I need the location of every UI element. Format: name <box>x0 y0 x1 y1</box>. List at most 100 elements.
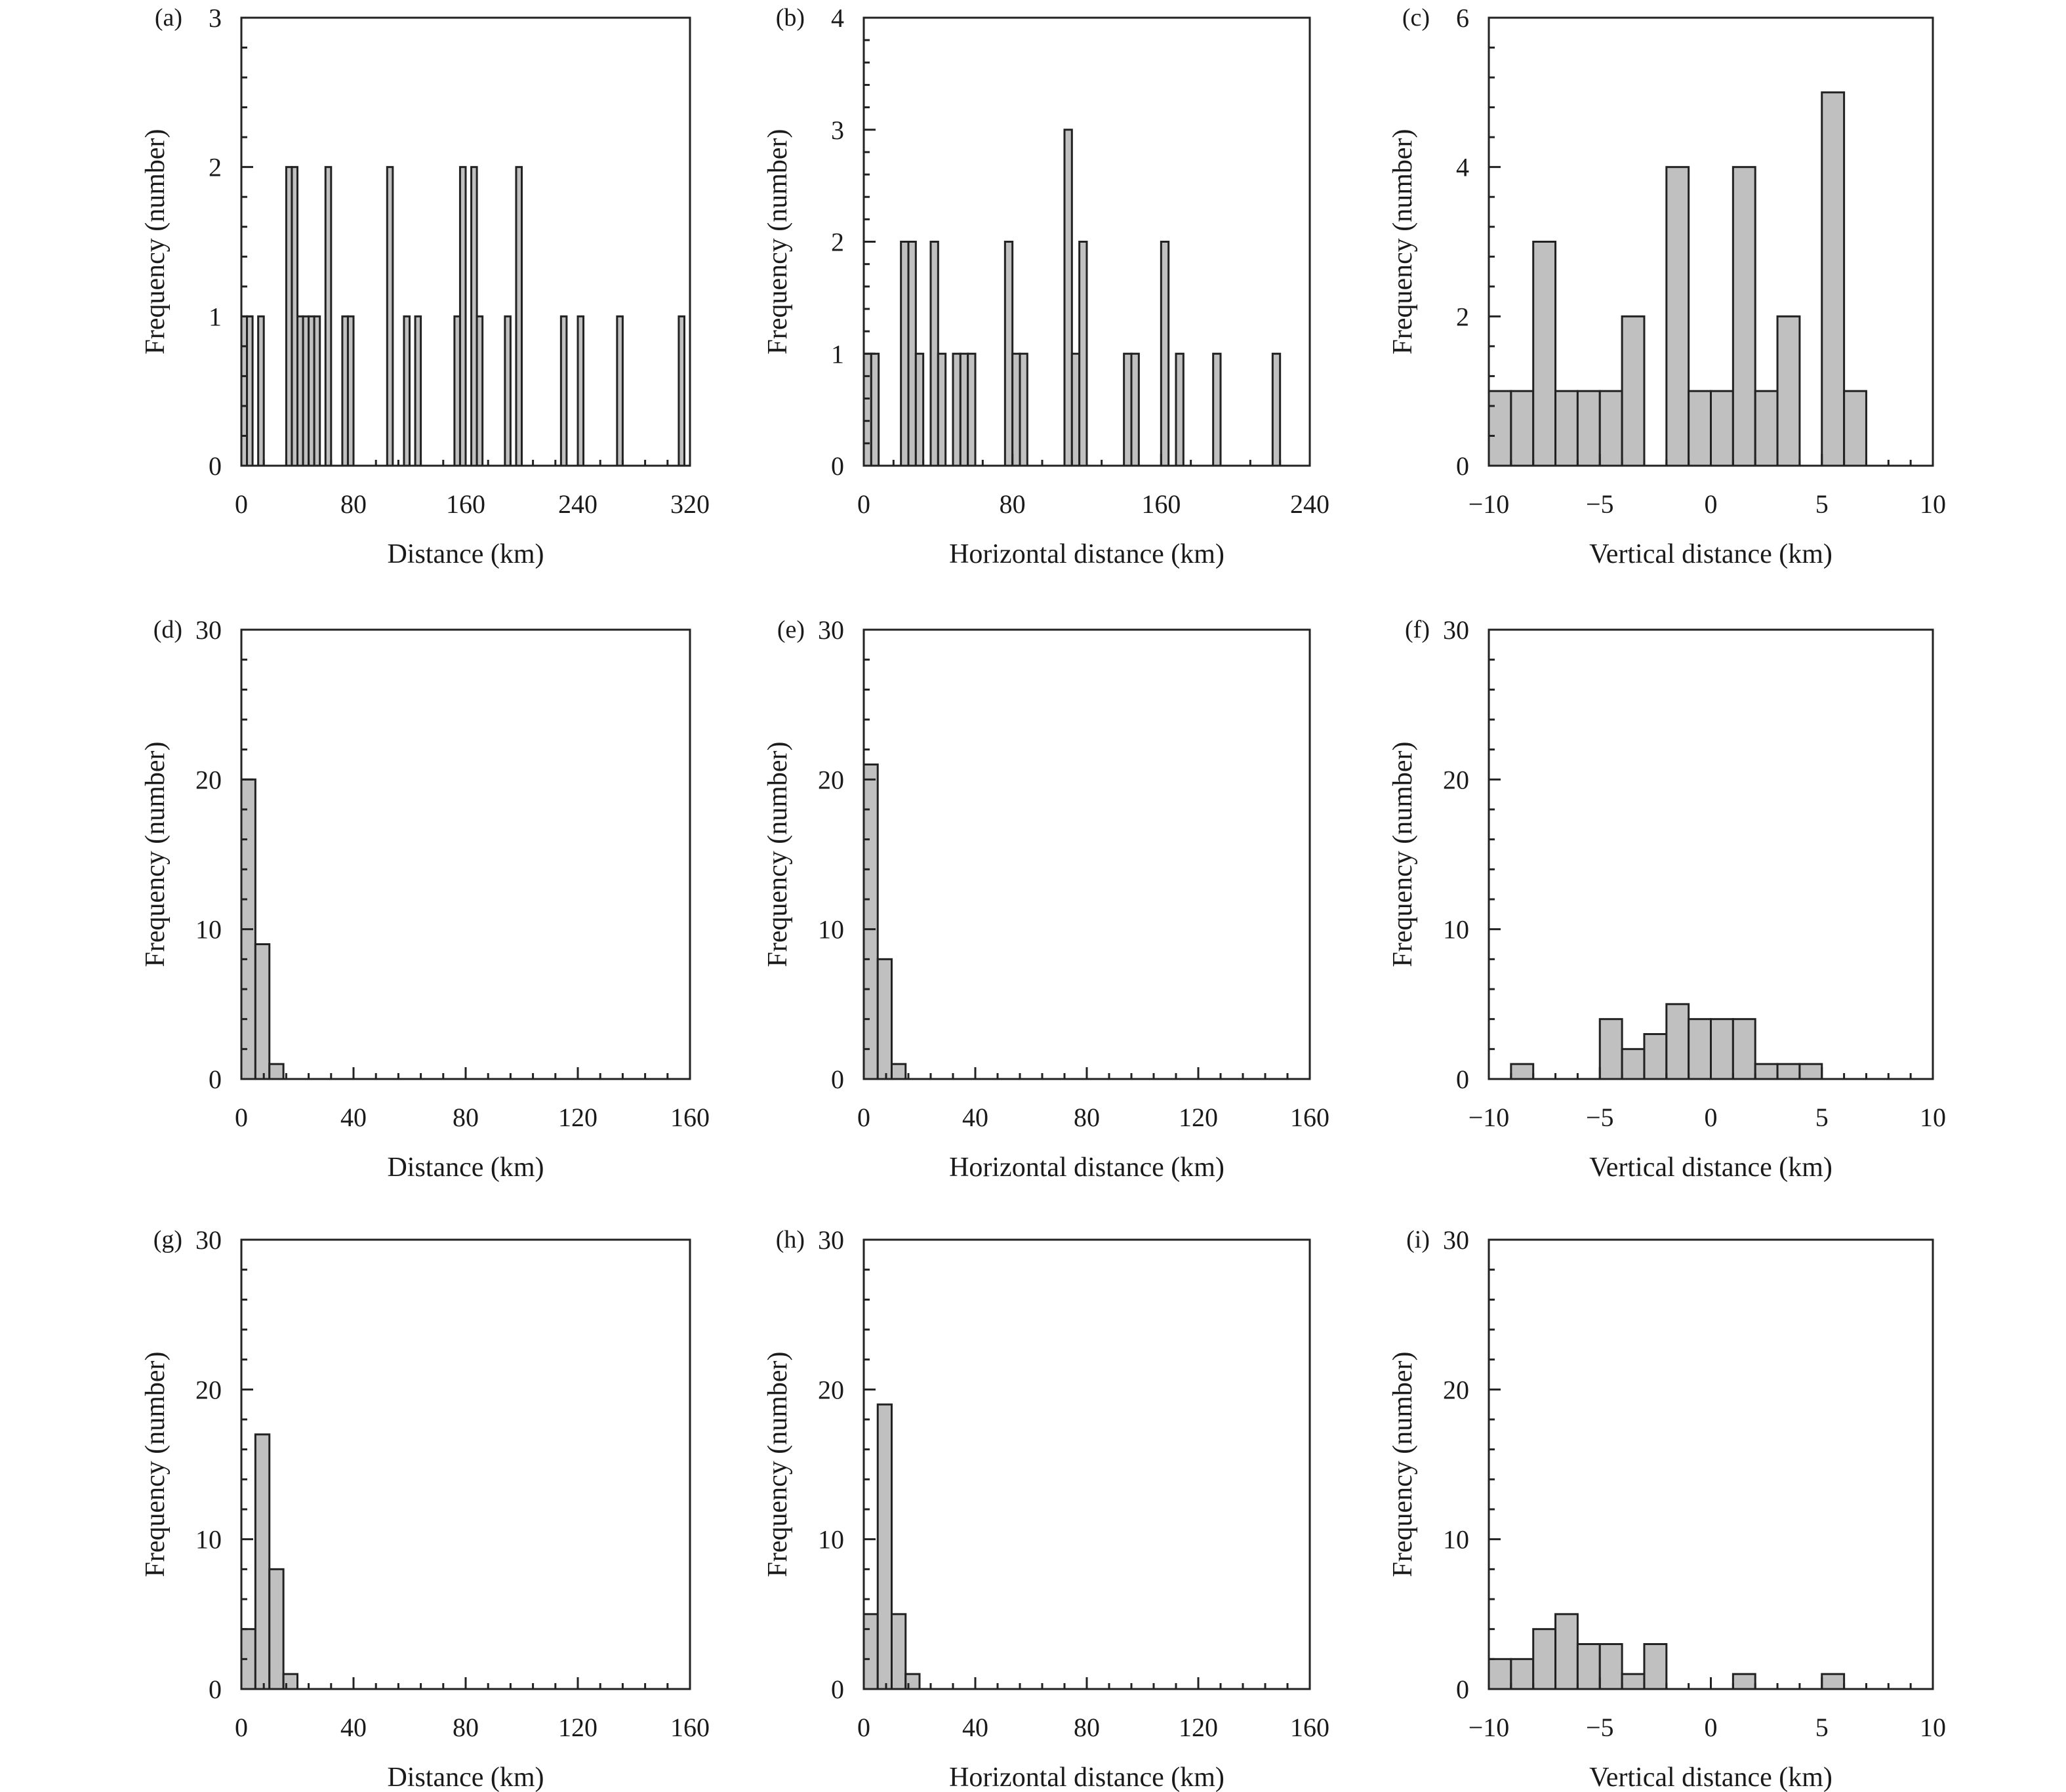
bar-1 <box>876 958 893 1080</box>
x-tick-label: 0 <box>857 1103 870 1132</box>
bar-19 <box>1175 352 1185 467</box>
bar-3 <box>1554 390 1579 467</box>
y-tick-label: 30 <box>818 1225 844 1255</box>
y-tick-label: 1 <box>209 302 222 331</box>
y-tick-label: 10 <box>818 915 844 945</box>
plot-frame <box>240 1238 691 1690</box>
y-axis-label: Frequency (number) <box>763 1351 793 1577</box>
bar-14 <box>1070 352 1081 467</box>
x-axis-label: Horizontal distance (km) <box>949 1152 1225 1183</box>
x-tick-label: 0 <box>235 1713 248 1742</box>
y-tick-label: 2 <box>1456 302 1469 331</box>
bar-2 <box>900 241 910 467</box>
y-axis-label: Frequency (number) <box>140 1351 171 1577</box>
y-tick-label: 2 <box>831 228 844 257</box>
bar-15 <box>1078 241 1088 467</box>
bar-1 <box>1510 1658 1535 1690</box>
bar-1 <box>870 352 880 467</box>
bar-0 <box>1488 1658 1512 1690</box>
x-tick-label: 120 <box>558 1713 598 1742</box>
x-tick-label: 10 <box>1920 489 1946 519</box>
bar-20 <box>1212 352 1222 467</box>
x-tick-label: −5 <box>1586 1713 1614 1742</box>
x-tick-label: −10 <box>1468 1713 1510 1742</box>
y-tick-label: 0 <box>209 1065 222 1094</box>
bar-13 <box>1821 91 1846 467</box>
x-tick-label: 80 <box>340 489 367 519</box>
bar-1 <box>246 315 254 467</box>
panel-tag: (a) <box>155 4 182 31</box>
x-tick-label: 40 <box>340 1713 367 1742</box>
bar-11 <box>1754 390 1779 467</box>
panel-c: −10 −5 0 5 10 0 2 4 6 (c) Vertical distance (km) Fr… <box>1388 3 1946 569</box>
bar-8 <box>1754 1063 1779 1080</box>
bar-7 <box>1732 1018 1756 1080</box>
bar-4 <box>1576 1643 1601 1690</box>
y-tick-label: 0 <box>1456 1065 1469 1094</box>
bar-22 <box>577 315 585 467</box>
x-tick-label: 120 <box>1179 1103 1218 1132</box>
y-tick-label: 30 <box>1443 615 1469 645</box>
y-tick-label: 20 <box>818 1375 844 1404</box>
bar-2 <box>1532 1628 1557 1690</box>
bar-5 <box>929 241 939 467</box>
x-axis-label: Distance (km) <box>387 539 544 569</box>
bar-10 <box>1732 166 1756 467</box>
x-axis-label: Vertical distance (km) <box>1589 1762 1833 1792</box>
bar-0 <box>1488 390 1512 467</box>
y-tick-label: 10 <box>818 1525 844 1555</box>
plot-frame <box>862 1238 1311 1690</box>
x-tick-label: 10 <box>1920 1103 1946 1132</box>
bar-3 <box>907 241 917 467</box>
bar-3 <box>1554 1613 1579 1690</box>
y-tick-label: 30 <box>818 615 844 645</box>
bar-16 <box>458 166 467 467</box>
bar-11 <box>1011 352 1021 467</box>
panel-g: 0 40 80 120 160 0 10 20 30 (g) Distance (km) Freque… <box>140 1225 710 1792</box>
y-tick-label: 6 <box>1456 3 1469 33</box>
x-axis-label: Distance (km) <box>387 1152 544 1183</box>
y-axis-label: Frequency (number) <box>763 741 793 967</box>
y-axis-label: Frequency (number) <box>1388 741 1418 967</box>
bar-9 <box>1776 1063 1801 1080</box>
y-tick-label: 3 <box>209 3 222 33</box>
plot-frame <box>240 628 691 1080</box>
x-tick-label: 80 <box>453 1103 479 1132</box>
x-tick-label: 0 <box>235 489 248 519</box>
x-axis-label: Vertical distance (km) <box>1589 539 1833 569</box>
y-tick-label: 0 <box>831 1675 844 1704</box>
bar-2 <box>891 1063 907 1080</box>
panel-a: 0 80 160 240 320 0 1 2 3 (a) Distance (km) Frequenc… <box>140 3 710 569</box>
bar-24 <box>678 315 685 467</box>
bar-1 <box>876 1403 893 1690</box>
bar-2 <box>891 1613 907 1690</box>
y-tick-label: 20 <box>1443 765 1469 794</box>
x-tick-label: 0 <box>235 1103 248 1132</box>
bar-14 <box>414 315 422 467</box>
y-tick-label: 0 <box>209 1675 222 1704</box>
x-tick-label: 40 <box>340 1103 367 1132</box>
bar-5 <box>1598 1643 1623 1690</box>
bar-8 <box>1688 390 1712 467</box>
panel-tag: (h) <box>776 1226 805 1253</box>
bar-6 <box>1621 315 1646 467</box>
bar-1 <box>254 1433 271 1690</box>
bar-23 <box>616 315 624 467</box>
bar-9 <box>324 166 333 467</box>
bar-8 <box>313 315 321 467</box>
bar-18 <box>1160 241 1170 467</box>
bar-4 <box>1576 390 1601 467</box>
x-tick-label: 240 <box>1290 489 1329 519</box>
bar-2 <box>268 1568 285 1690</box>
y-tick-label: 10 <box>1443 915 1469 945</box>
y-tick-label: 1 <box>831 339 844 369</box>
x-tick-label: −5 <box>1586 489 1614 519</box>
bar-7 <box>1665 166 1690 467</box>
bar-21 <box>1271 352 1282 467</box>
x-tick-label: 0 <box>857 1713 870 1742</box>
panel-tag: (d) <box>153 616 182 643</box>
x-tick-label: 80 <box>1074 1713 1100 1742</box>
x-tick-label: 80 <box>1000 489 1026 519</box>
bar-12 <box>386 166 394 467</box>
